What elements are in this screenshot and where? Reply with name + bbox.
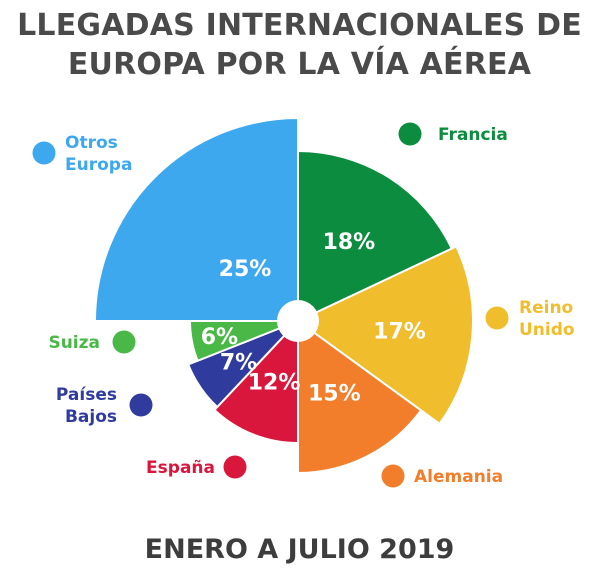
pie-slice-alemania <box>297 319 423 475</box>
legend-dot-alemania <box>381 464 405 488</box>
pie-slice-francia <box>297 149 454 323</box>
slice-label-alemania: 15% <box>308 381 361 406</box>
slice-label-otros-europa: 25% <box>219 257 272 282</box>
legend-label-países-bajos: Países Bajos <box>56 385 117 427</box>
pie-slice-otros-europa <box>93 116 299 322</box>
legend-label-otros-europa: Otros Europa <box>65 133 132 175</box>
chart-title-line-1: LLEGADAS INTERNACIONALES DE <box>17 8 582 43</box>
slice-label-países-bajos: 7% <box>220 351 257 376</box>
legend-label-alemania: Alemania <box>414 467 503 487</box>
slice-label-francia: 18% <box>323 230 376 255</box>
slice-label-españa: 12% <box>248 370 301 395</box>
legend-label-reino-unido: Reino Unido <box>519 298 575 340</box>
slice-label-reino-unido: 17% <box>373 320 426 345</box>
pie-slice-países-bajos <box>186 320 299 409</box>
legend-dot-suiza <box>112 330 136 354</box>
pie-center-hole <box>277 300 319 342</box>
chart-title: LLEGADAS INTERNACIONALES DE EUROPA POR L… <box>0 6 599 84</box>
legend-label-españa: España <box>146 458 215 478</box>
chart-title-line-2: EUROPA POR LA VÍA AÉREA <box>67 47 532 82</box>
pie-slices <box>93 116 474 475</box>
legend-dot-españa <box>223 455 247 479</box>
chart-subtitle: ENERO A JULIO 2019 <box>144 534 455 565</box>
legend-dot-otros-europa <box>32 141 56 165</box>
legend: Francia Reino Unido Alemania España Países Baj… <box>32 122 575 488</box>
legend-label-francia: Francia <box>438 125 508 145</box>
legend-dot-países-bajos <box>129 393 153 417</box>
legend-label-suiza: Suiza <box>48 333 100 353</box>
pie-slice-reino-unido <box>296 245 474 426</box>
legend-dot-francia <box>398 122 422 146</box>
legend-dot-reino-unido <box>485 306 509 330</box>
slice-labels: 18% 17% 15% 12%7%6% 25% <box>201 230 426 406</box>
slice-label-suiza: 6% <box>201 325 238 350</box>
pie-slice-españa <box>213 318 299 445</box>
